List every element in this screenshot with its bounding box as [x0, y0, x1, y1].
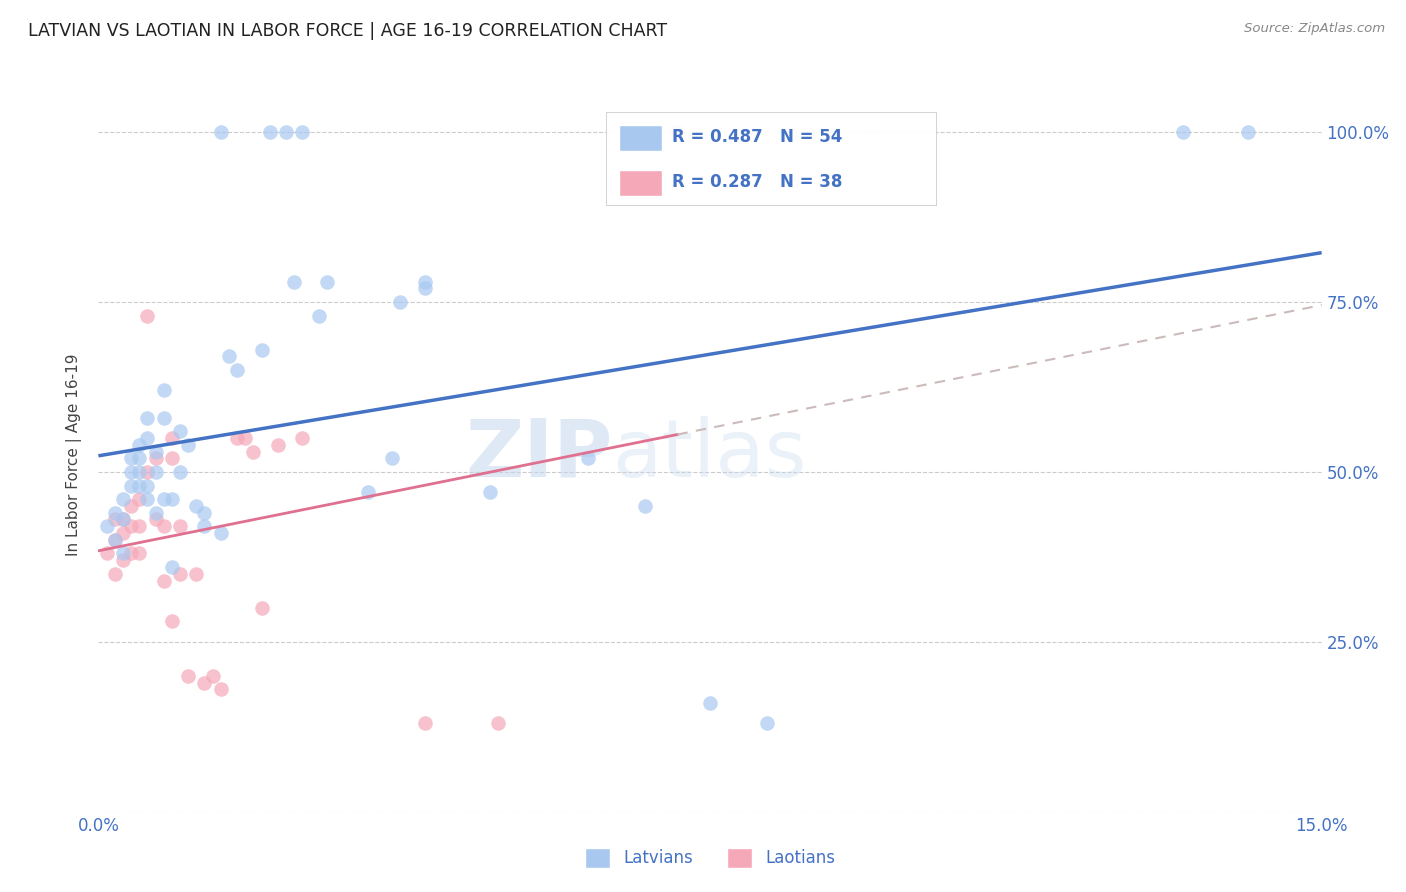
Point — [128, 546, 150, 560]
Point — [250, 343, 273, 357]
Point — [478, 485, 501, 500]
Text: ZIP: ZIP — [465, 416, 612, 494]
Point — [226, 431, 249, 445]
Point — [128, 465, 150, 479]
Point — [283, 275, 305, 289]
Point — [218, 350, 240, 364]
Point — [136, 431, 159, 445]
Point — [152, 410, 174, 425]
Point — [136, 465, 159, 479]
Point — [145, 444, 167, 458]
Point — [413, 716, 436, 731]
Point — [201, 669, 224, 683]
Point — [96, 519, 118, 533]
Point — [128, 438, 150, 452]
Point — [291, 431, 314, 445]
Point — [381, 451, 404, 466]
Point — [160, 560, 183, 574]
Point — [226, 363, 249, 377]
Point — [136, 492, 159, 507]
Point — [136, 410, 159, 425]
Point — [169, 424, 191, 438]
Text: LATVIAN VS LAOTIAN IN LABOR FORCE | AGE 16-19 CORRELATION CHART: LATVIAN VS LAOTIAN IN LABOR FORCE | AGE … — [28, 22, 668, 40]
Point — [120, 519, 142, 533]
Point — [308, 309, 330, 323]
Point — [136, 478, 159, 492]
Point — [209, 526, 232, 541]
Point — [128, 519, 150, 533]
Point — [193, 675, 215, 690]
Point — [413, 281, 436, 295]
Point — [128, 478, 150, 492]
Point — [111, 553, 134, 567]
Point — [356, 485, 378, 500]
Point — [267, 438, 290, 452]
Point — [169, 465, 191, 479]
Point — [177, 669, 200, 683]
Point — [120, 451, 142, 466]
Point — [120, 546, 142, 560]
Point — [160, 615, 183, 629]
Point — [186, 566, 208, 581]
Point — [111, 526, 134, 541]
Point — [242, 444, 264, 458]
Y-axis label: In Labor Force | Age 16-19: In Labor Force | Age 16-19 — [66, 353, 83, 557]
Point — [169, 519, 191, 533]
Text: Source: ZipAtlas.com: Source: ZipAtlas.com — [1244, 22, 1385, 36]
Point — [128, 492, 150, 507]
Point — [274, 125, 297, 139]
Point — [111, 512, 134, 526]
Point — [699, 696, 721, 710]
Point — [145, 506, 167, 520]
Point — [1171, 125, 1194, 139]
Point — [1237, 125, 1260, 139]
Point — [413, 275, 436, 289]
Point — [193, 519, 215, 533]
Point — [576, 451, 599, 466]
Point — [634, 499, 657, 513]
Legend: Latvians, Laotians: Latvians, Laotians — [578, 841, 842, 875]
Point — [145, 451, 167, 466]
Point — [104, 533, 127, 547]
Text: atlas: atlas — [612, 416, 807, 494]
Point — [145, 465, 167, 479]
Point — [666, 125, 689, 139]
Point — [209, 125, 232, 139]
Point — [160, 451, 183, 466]
Point — [756, 716, 779, 731]
Point — [128, 451, 150, 466]
Point — [177, 438, 200, 452]
Point — [169, 566, 191, 581]
Point — [209, 682, 232, 697]
Point — [104, 506, 127, 520]
Point — [160, 492, 183, 507]
Point — [152, 574, 174, 588]
Point — [160, 431, 183, 445]
Point — [104, 566, 127, 581]
Point — [389, 295, 412, 310]
Point — [152, 519, 174, 533]
Point — [152, 492, 174, 507]
Point — [120, 499, 142, 513]
Point — [259, 125, 281, 139]
Point — [111, 546, 134, 560]
Point — [111, 512, 134, 526]
Point — [104, 512, 127, 526]
Point — [104, 533, 127, 547]
Point — [145, 512, 167, 526]
Point — [152, 384, 174, 398]
Point — [96, 546, 118, 560]
Point — [291, 125, 314, 139]
Point — [186, 499, 208, 513]
Point — [111, 492, 134, 507]
Point — [250, 600, 273, 615]
Point — [486, 716, 509, 731]
Point — [193, 506, 215, 520]
Point — [120, 478, 142, 492]
Point — [120, 465, 142, 479]
Point — [315, 275, 337, 289]
Point — [233, 431, 256, 445]
Point — [136, 309, 159, 323]
